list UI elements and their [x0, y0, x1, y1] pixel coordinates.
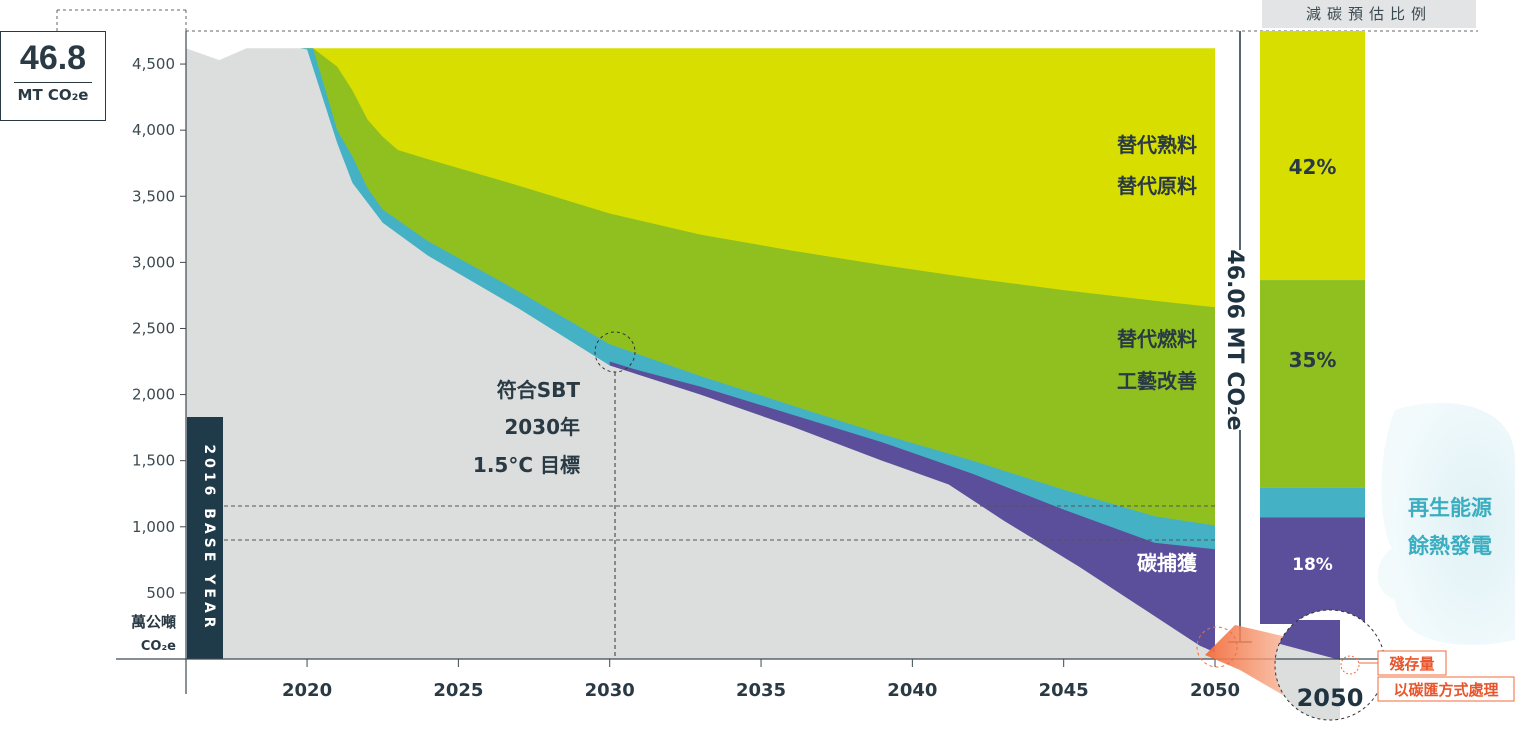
x-tick-label: 2045 [1039, 680, 1089, 701]
residual-label-1: 殘存量 [1389, 655, 1434, 673]
x-tick-label: 2020 [282, 680, 332, 701]
share-column: 42%35%5%18% [1260, 31, 1365, 624]
total-reduction-label: 46.06 MT CO₂e [1222, 249, 1247, 430]
y-tick-label: 2,000 [132, 386, 175, 404]
sbt-label-1: 符合SBT [497, 378, 581, 402]
baseline-unit: MT CO₂e [17, 86, 89, 104]
x-tick-label: 2030 [585, 680, 635, 701]
residual-box-2 [1377, 676, 1515, 702]
zoom-residual-circle [1340, 655, 1360, 675]
x-tick-label: 2035 [736, 680, 786, 701]
y-ticks: 500 1,000 1,500 2,000 2,500 3,000 3,500 4,000 4,… [132, 55, 186, 602]
y-tick-label: 3,500 [132, 187, 175, 205]
x-tick-label: 2040 [887, 680, 937, 701]
share-block-再生能源/餘熱發電 [1260, 487, 1365, 518]
fuel-label-1: 替代燃料 [1117, 327, 1197, 351]
y-unit-line2: CO₂e [141, 639, 176, 654]
baseline-value: 46.8 [19, 39, 87, 77]
y-tick-label: 3,000 [132, 253, 175, 271]
x-tick-label: 2025 [433, 680, 483, 701]
share-label: 35% [1289, 348, 1337, 372]
zoom-source-circle [1196, 626, 1238, 668]
baseline-box: 46.8 MT CO₂e [0, 31, 106, 121]
baseline-rule [14, 82, 92, 83]
renewable-label-1: 再生能源 [1408, 496, 1492, 520]
share-block-替代熟料/替代原料 [1260, 31, 1365, 281]
total-bracket: 46.06 MT CO₂e [1222, 31, 1252, 643]
y-tick-label: 4,000 [132, 121, 175, 139]
x-tick-label: 2050 [1190, 680, 1240, 701]
y-tick-label: 4,500 [132, 55, 175, 73]
base-year-bar [187, 417, 223, 659]
sbt-label-3: 1.5°C 目標 [473, 453, 580, 477]
y-tick-label: 500 [146, 584, 175, 602]
fuel-label-2: 工藝改善 [1117, 369, 1197, 393]
y-tick-label: 1,000 [132, 518, 175, 536]
y-tick-label: 2,500 [132, 319, 175, 337]
capture-label: 碳捕獲 [1137, 551, 1198, 575]
clinker-label-2: 替代原料 [1117, 174, 1197, 198]
share-label: 42% [1289, 155, 1337, 179]
share-header: 減碳預估比例 [1262, 0, 1476, 28]
share-label: 18% [1292, 555, 1333, 575]
share-block-碳捕獲 [1260, 517, 1365, 624]
residual-label-2: 以碳匯方式處理 [1393, 681, 1498, 699]
zoom-year-label: 2050 [1297, 684, 1364, 712]
x-ticks: 2020 2025 2030 2035 2040 2045 2050 [282, 659, 1240, 701]
renewable-cloud [1377, 402, 1515, 645]
sbt-label-2: 2030年 [504, 415, 580, 439]
share-block-替代燃料/工藝改善 [1260, 280, 1365, 488]
clinker-label-1: 替代熟料 [1117, 133, 1197, 157]
base-year-label: 2016 BASE YEAR [201, 444, 217, 631]
area-layers [186, 48, 1216, 659]
residual-box-1 [1377, 650, 1447, 676]
renewable-label-2: 餘熱發電 [1408, 534, 1492, 558]
y-tick-label: 1,500 [132, 452, 175, 470]
y-unit-line1: 萬公噸 [131, 613, 176, 631]
zoom-connector [1205, 625, 1300, 705]
